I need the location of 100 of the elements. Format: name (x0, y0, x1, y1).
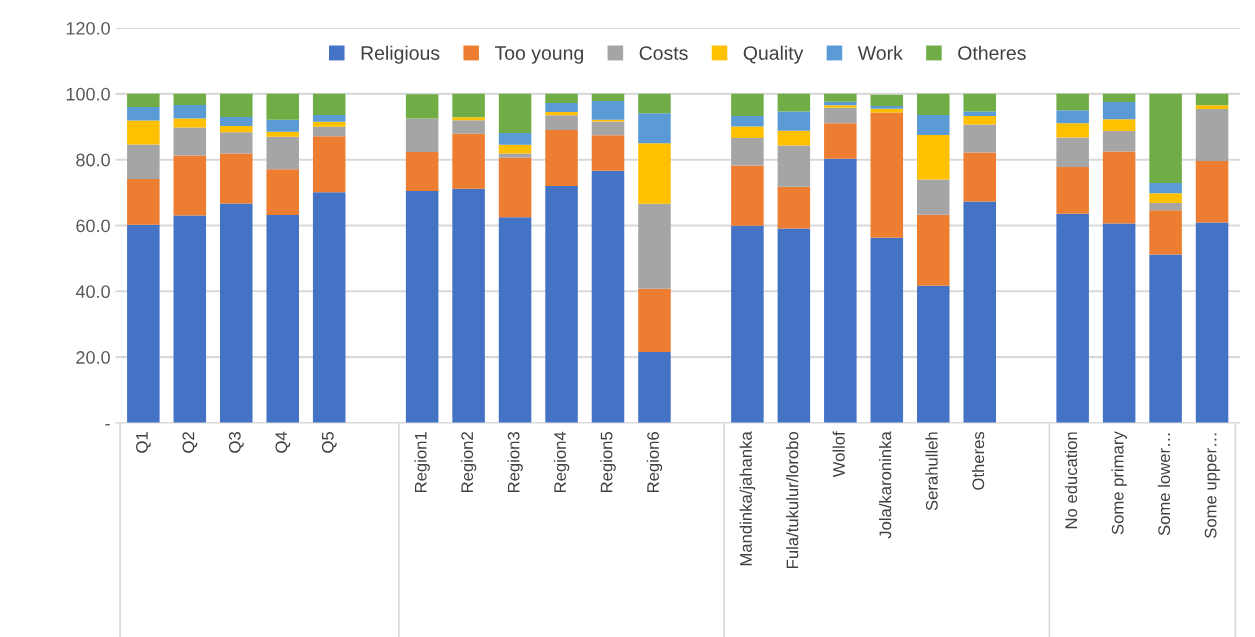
bar (870, 106, 904, 109)
bar (1102, 151, 1136, 224)
x-tick-label: Region5 (600, 432, 616, 493)
bar (173, 215, 207, 423)
bar (312, 93, 346, 115)
bar (405, 190, 439, 423)
bar (266, 214, 299, 423)
bar (266, 93, 299, 120)
x-tick-label: Q4 (275, 431, 291, 453)
y-tick-label: 120.0 (66, 21, 110, 35)
bar (777, 145, 811, 187)
bar (1056, 137, 1089, 167)
bar (127, 144, 160, 180)
x-tick-label: Serahulleh (925, 432, 938, 511)
x-tick-label: Mandinka/jahanka (739, 431, 756, 566)
x-tick-label: Otheres (971, 431, 985, 490)
legend-label: Otheres (958, 45, 1026, 60)
x-tick-label: Some lower… (1157, 433, 1171, 536)
y-tick-label: 20.0 (76, 351, 110, 364)
bar (591, 93, 625, 102)
bar (1056, 166, 1089, 214)
x-tick-label: Q5 (321, 432, 337, 453)
bar (220, 203, 253, 423)
bar (1195, 222, 1229, 423)
bar (870, 112, 904, 238)
bar (498, 144, 532, 154)
bar (1149, 193, 1182, 204)
bar (777, 111, 811, 131)
legend-label: Quality (743, 45, 804, 64)
bar (638, 288, 671, 352)
x-tick-label: Fula/tukulur/lorobo (786, 431, 799, 568)
bar (127, 224, 160, 423)
bar (591, 170, 625, 423)
bar (312, 121, 346, 127)
bar (963, 115, 996, 125)
bar (638, 203, 671, 289)
bar (173, 127, 207, 156)
x-tick-label: Region2 (460, 432, 477, 493)
y-tick-label: 100.0 (66, 87, 110, 101)
bar (591, 121, 625, 136)
bar (963, 93, 996, 112)
x-tick-label: Some primary (1111, 431, 1127, 535)
bar (731, 115, 764, 127)
y-tick-label: 40.0 (75, 285, 110, 299)
bar (731, 225, 764, 423)
bar (1056, 110, 1089, 124)
bar (1195, 93, 1229, 106)
y-tick-label: - (105, 424, 110, 426)
bar (870, 237, 904, 423)
bar (266, 131, 299, 137)
bar (452, 120, 485, 134)
bar (545, 111, 578, 116)
bar (1149, 183, 1182, 194)
bar (917, 179, 950, 215)
x-tick-label: No education (1064, 432, 1078, 529)
bar (1195, 160, 1229, 223)
x-tick-label: Q1 (136, 432, 151, 453)
bar (963, 124, 996, 153)
bar (545, 130, 578, 186)
bar (220, 132, 253, 154)
bar (1056, 93, 1089, 111)
bar (220, 126, 253, 133)
bar (545, 115, 578, 131)
bar (731, 137, 764, 166)
legend-label: Too young (494, 46, 583, 64)
bar (1149, 210, 1182, 255)
bar (591, 101, 625, 120)
legend-label: Costs (639, 46, 688, 60)
bar (870, 94, 904, 107)
x-tick-label: Wollof (832, 431, 845, 478)
bar (824, 107, 857, 124)
bar (1195, 105, 1229, 109)
x-tick-label: Region4 (553, 431, 570, 493)
bar (452, 117, 485, 121)
bar (545, 103, 578, 112)
bar (498, 217, 532, 423)
bar (638, 351, 671, 423)
bar (545, 93, 578, 104)
bar (638, 143, 671, 204)
bar (1102, 102, 1136, 120)
bar (917, 214, 950, 286)
bar (1149, 93, 1182, 184)
bar (312, 114, 346, 122)
legend-label: Work (857, 45, 903, 60)
bar (312, 126, 346, 137)
x-tick-label: Q3 (228, 432, 244, 453)
bar (1102, 131, 1136, 152)
bar (498, 133, 532, 145)
bar (591, 135, 625, 171)
x-tick-label: Region3 (507, 432, 523, 493)
bar (266, 169, 299, 215)
bar (312, 136, 346, 193)
bar (220, 153, 253, 204)
x-tick-label: Region6 (646, 432, 663, 493)
x-tick-label: Jola/karoninka (879, 431, 892, 539)
y-tick-label: 80.0 (76, 153, 110, 167)
bar (638, 113, 671, 144)
bar (405, 94, 439, 119)
bar (777, 130, 811, 146)
bar (824, 93, 857, 102)
